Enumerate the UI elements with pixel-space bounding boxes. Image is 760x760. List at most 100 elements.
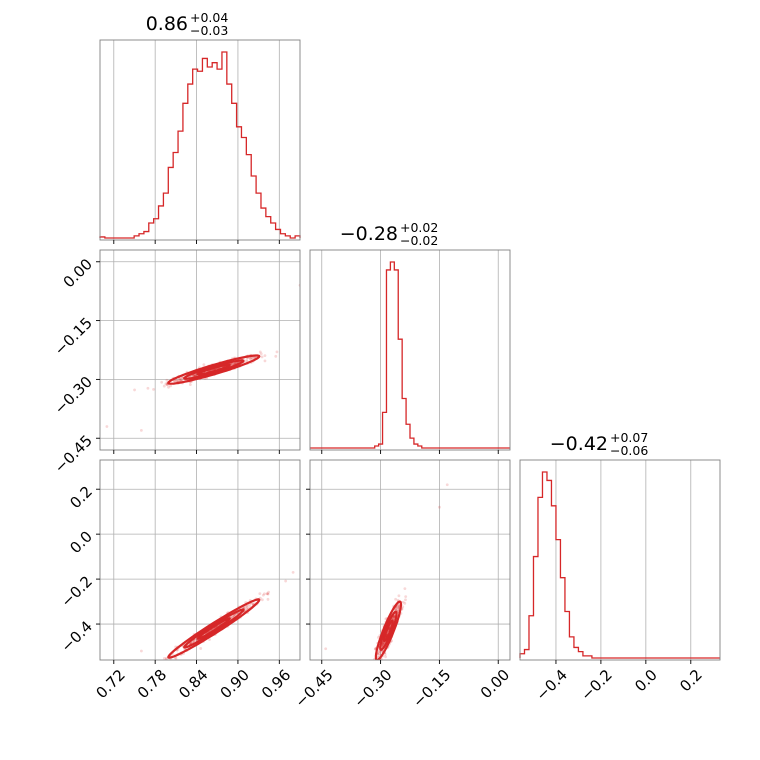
panel-title-param-2: −0.28 +0.02−0.02 — [340, 220, 439, 248]
scatter-point — [231, 362, 234, 366]
contour-level-2 — [183, 608, 245, 649]
y-tick-label-param-3: 0.0 — [66, 527, 96, 557]
scatter-point — [188, 383, 192, 387]
scatter-point — [233, 362, 236, 365]
scatter-point — [263, 592, 266, 596]
scatter-point — [397, 604, 401, 608]
scatter-point — [165, 378, 169, 382]
y-tick-label-param-2: −0.30 — [51, 373, 96, 418]
scatter-point — [384, 655, 387, 659]
panel-title-param-1: 0.86 +0.04−0.03 — [146, 10, 229, 38]
x-tick-label-param-2: −0.30 — [350, 666, 395, 711]
contour-level-3 — [382, 619, 394, 643]
scatter-point — [275, 350, 279, 354]
x-tick-label-param-1: 0.78 — [134, 666, 170, 702]
scatter-point — [266, 597, 270, 601]
scatter-point — [265, 592, 269, 596]
scatter-point — [175, 379, 179, 383]
title-lower-error: −0.06 — [610, 443, 648, 458]
scatter-point — [245, 605, 249, 609]
scatter-point — [284, 579, 288, 583]
scatter-point — [169, 384, 172, 388]
scatter-point — [179, 378, 183, 381]
scatter-point — [383, 652, 387, 656]
scatter-point — [258, 350, 262, 354]
scatter-point — [404, 598, 407, 602]
scatter-point — [259, 352, 263, 356]
scatter-point — [397, 594, 401, 598]
scatter-param1-vs-param2 — [105, 283, 300, 432]
scatter-point — [173, 379, 177, 383]
contour-level-3 — [196, 363, 231, 376]
scatter-point — [438, 505, 441, 509]
title-upper-error: +0.07 — [610, 430, 648, 445]
title-median: 0.86 — [146, 13, 188, 35]
scatter-point — [162, 656, 166, 660]
scatter-point — [148, 665, 151, 668]
scatter-point — [394, 608, 398, 611]
scatter-point — [164, 656, 168, 660]
panel-frame — [519, 459, 721, 661]
scatter-point — [396, 605, 400, 609]
scatter-point — [192, 373, 196, 377]
scatter-point — [381, 642, 385, 646]
scatter-point — [164, 658, 168, 660]
scatter-point — [266, 592, 269, 596]
scatter-point — [146, 386, 150, 390]
scatter-point — [250, 356, 254, 360]
scatter-point — [139, 428, 143, 432]
scatter-point — [392, 616, 396, 619]
scatter-point — [167, 385, 170, 389]
scatter-point — [377, 636, 380, 639]
scatter-point — [245, 358, 249, 362]
scatter-point — [199, 647, 203, 650]
x-tick-label-param-3: 0.2 — [676, 666, 706, 696]
scatter-point — [373, 662, 376, 665]
scatter-point — [263, 359, 267, 363]
scatter-point — [401, 605, 405, 609]
scatter-point — [394, 597, 398, 601]
histogram-param-1 — [99, 51, 301, 239]
x-tick-label-param-2: −0.15 — [409, 666, 454, 711]
scatter-point — [373, 667, 376, 670]
scatter-point — [208, 638, 211, 641]
x-tick-label-param-1: 0.96 — [258, 666, 294, 702]
scatter-point — [152, 387, 155, 391]
x-tick-label-param-3: 0.0 — [631, 666, 661, 696]
scatter-point — [394, 608, 397, 611]
scatter-point — [164, 382, 168, 386]
y-tick-label-param-3: −0.4 — [58, 617, 96, 655]
panel-frame — [99, 459, 301, 661]
scatter-point — [178, 377, 181, 381]
scatter-point — [260, 598, 264, 602]
x-tick-label-param-2: −0.45 — [292, 666, 337, 711]
scatter-point — [263, 354, 267, 358]
scatter-point — [174, 656, 178, 660]
scatter-point — [180, 376, 184, 380]
scatter-point — [245, 607, 249, 611]
scatter-point — [368, 666, 371, 669]
scatter-point — [377, 662, 380, 665]
scatter-param2-vs-param3 — [324, 483, 449, 670]
panel-title-param-3: −0.42 +0.07−0.06 — [550, 430, 649, 458]
scatter-point — [404, 595, 408, 599]
scatter-point — [105, 425, 109, 428]
histogram-param-2 — [310, 261, 510, 449]
scatter-point — [377, 649, 381, 653]
scatter-point — [291, 570, 295, 574]
scatter-point — [324, 647, 328, 651]
x-tick-label-param-1: 0.72 — [92, 666, 128, 702]
scatter-point — [133, 388, 136, 392]
scatter-point — [392, 615, 396, 619]
scatter-point — [178, 379, 182, 382]
scatter-point — [202, 363, 206, 367]
scatter-point — [162, 384, 166, 388]
scatter-point — [374, 663, 377, 666]
scatter-point — [267, 590, 271, 594]
title-upper-error: +0.04 — [190, 10, 228, 25]
title-median: −0.28 — [340, 223, 398, 245]
scatter-point — [139, 649, 143, 653]
title-lower-error: −0.03 — [190, 23, 228, 38]
scatter-point — [161, 667, 164, 670]
scatter-point — [192, 374, 195, 377]
